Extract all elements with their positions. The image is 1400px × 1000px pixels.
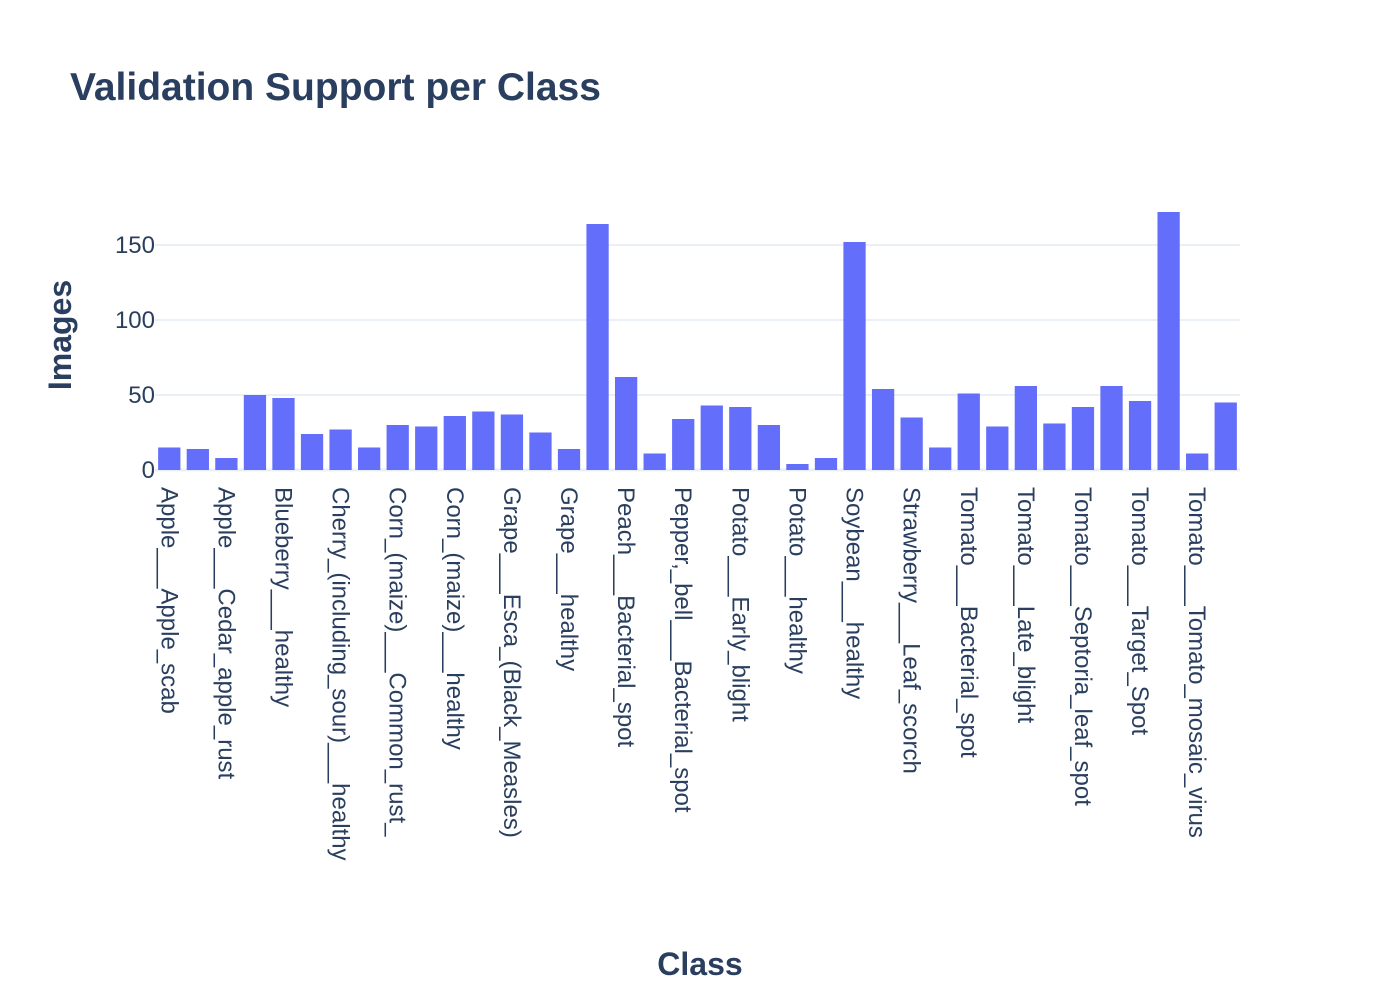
x-axis-ticks: Apple___Apple_scab Apple___Cedar_apple_ru… — [155, 487, 1210, 861]
bar — [700, 405, 723, 470]
bar — [1071, 407, 1095, 470]
bar — [186, 449, 209, 470]
y-axis-ticks: 0 50 100 150 — [115, 232, 155, 484]
bar — [158, 447, 181, 470]
y-axis-title: Images — [42, 280, 78, 390]
bar — [957, 393, 980, 470]
x-tick-label: Grape___healthy — [555, 487, 582, 671]
bar — [1186, 453, 1209, 470]
bar — [443, 416, 466, 470]
y-tick-label: 100 — [115, 307, 155, 334]
y-tick-label: 50 — [128, 382, 155, 409]
x-tick-label: Apple___Apple_scab — [155, 487, 182, 714]
x-tick-label: Potato___healthy — [783, 487, 810, 674]
bars — [158, 212, 1237, 470]
bar — [358, 447, 381, 470]
bar — [871, 389, 895, 470]
bar — [929, 447, 952, 470]
bar — [986, 426, 1009, 470]
bar — [586, 224, 609, 470]
x-tick-label: Tomato___Septoria_leaf_spot — [1069, 487, 1096, 806]
bar — [1100, 386, 1123, 470]
bar — [757, 425, 781, 470]
bar — [1128, 401, 1152, 470]
x-tick-label: Peach___Bacterial_spot — [612, 487, 639, 748]
bar — [243, 395, 267, 470]
bar — [300, 434, 324, 470]
x-axis-title: Class — [657, 946, 742, 982]
chart-title: Validation Support per Class — [70, 66, 601, 109]
bar — [900, 417, 923, 470]
x-tick-label: Strawberry___Leaf_scorch — [898, 487, 925, 774]
bar — [472, 411, 495, 470]
y-tick-label: 150 — [115, 232, 155, 259]
bar — [672, 419, 695, 470]
bar — [1014, 386, 1037, 470]
x-tick-label: Corn_(maize)___Common_rust_ — [384, 487, 411, 837]
bar — [215, 458, 238, 470]
x-tick-label: Soybean___healthy — [841, 487, 868, 699]
x-tick-label: Tomato___Late_blight — [1012, 487, 1039, 724]
bar — [1157, 212, 1180, 470]
x-tick-label: Apple___Cedar_apple_rust — [212, 487, 239, 780]
x-tick-label: Potato___Early_blight — [726, 487, 753, 722]
x-tick-label: Blueberry___healthy — [269, 487, 296, 707]
x-tick-label: Tomato___Tomato_mosaic_virus — [1183, 487, 1210, 838]
bar — [786, 464, 809, 470]
x-tick-label: Tomato___Bacterial_spot — [955, 487, 982, 758]
x-tick-label: Corn_(maize)___healthy — [441, 487, 468, 750]
bar — [1214, 402, 1237, 470]
bar — [272, 398, 295, 470]
x-tick-label: Tomato___Target_Spot — [1126, 487, 1153, 736]
y-tick-label: 0 — [142, 457, 155, 484]
bar — [415, 426, 438, 470]
x-tick-label: Cherry_(including_sour)___healthy — [327, 487, 354, 861]
bar — [843, 242, 866, 470]
bar — [329, 429, 352, 470]
bar — [500, 414, 524, 470]
bar — [529, 432, 552, 470]
bar — [643, 453, 666, 470]
bar — [557, 449, 581, 470]
bar — [386, 425, 409, 470]
bar — [1043, 423, 1066, 470]
bar — [814, 458, 838, 470]
x-tick-label: Pepper,_bell___Bacterial_spot — [669, 487, 696, 813]
bar — [614, 377, 638, 470]
bar — [729, 407, 752, 470]
x-tick-label: Grape___Esca_(Black_Measles) — [498, 487, 525, 838]
